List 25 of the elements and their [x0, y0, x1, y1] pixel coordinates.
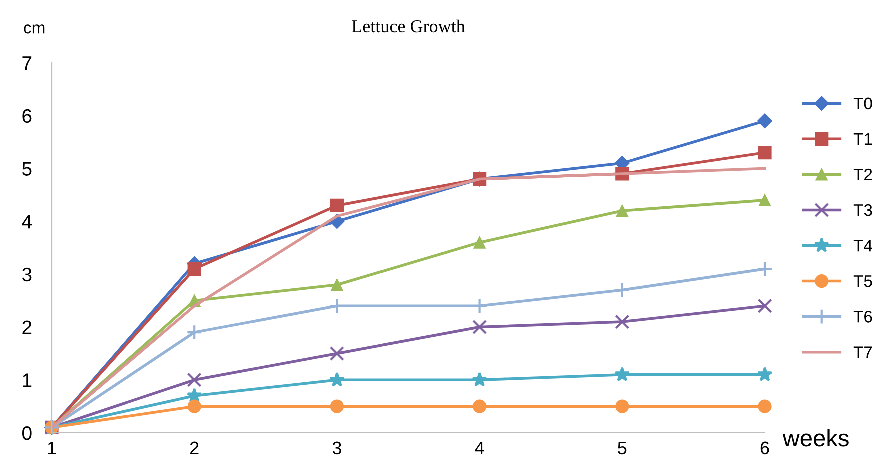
- x-tick-label: 5: [618, 442, 627, 455]
- legend-label: T7: [854, 346, 872, 358]
- legend-label: T0: [854, 98, 872, 110]
- x-tick-label: 2: [190, 442, 199, 454]
- x-axis-title: weeks: [782, 429, 849, 447]
- x-tick-label: 6: [760, 442, 770, 455]
- y-tick-label: 1: [23, 374, 32, 388]
- legend-label: T1: [854, 134, 872, 145]
- y-tick-label: 5: [22, 162, 32, 176]
- chart-title: Lettuce Growth: [352, 20, 466, 33]
- legend-label: T5: [854, 276, 872, 288]
- legend-label: T2: [854, 168, 872, 181]
- y-tick-label: 4: [22, 215, 32, 229]
- y-tick-label: 2: [22, 320, 32, 334]
- legend-label: T6: [854, 311, 872, 323]
- y-axis-title: cm: [24, 24, 45, 34]
- legend-label: T3: [854, 204, 872, 216]
- legend-label: T4: [854, 240, 872, 252]
- x-tick-label: 4: [475, 442, 484, 454]
- y-tick-label: 6: [22, 109, 32, 124]
- x-tick-label: 1: [48, 442, 56, 454]
- y-tick-label: 0: [22, 426, 32, 440]
- y-tick-label: 3: [22, 268, 32, 282]
- x-tick-label: 3: [332, 442, 342, 455]
- y-tick-label: 7: [22, 56, 32, 70]
